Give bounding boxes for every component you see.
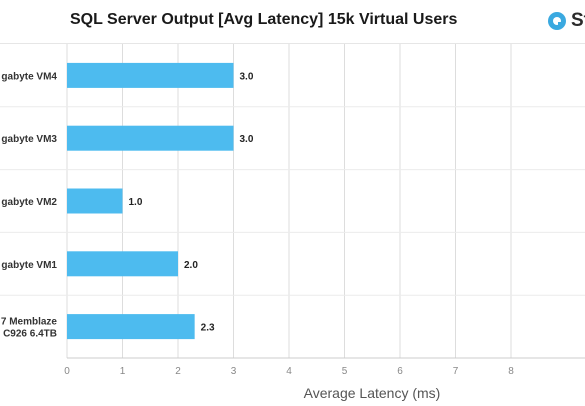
chart-title: SQL Server Output [Avg Latency] 15k Virt…	[70, 11, 458, 28]
chart-header: SQL Server Output [Avg Latency] 15k Virt…	[0, 0, 585, 44]
x-tick-label: 1	[120, 366, 126, 377]
x-tick-label: 7	[453, 366, 459, 377]
logo-text: St	[571, 10, 585, 31]
data-label: 3.0	[240, 71, 254, 82]
category-label: gabyte VM2	[1, 197, 57, 208]
x-tick-label: 5	[342, 366, 348, 377]
data-label: 3.0	[240, 134, 254, 145]
category-label: 7 Memblaze C926 6.4TB	[1, 317, 58, 340]
data-label: 1.0	[129, 197, 143, 208]
storagereview-logo-icon	[548, 12, 566, 30]
x-tick-label: 8	[508, 366, 514, 377]
x-tick-label: 2	[175, 366, 181, 377]
category-label: gabyte VM4	[1, 71, 57, 82]
bar[interactable]	[67, 125, 234, 151]
x-axis-title: Average Latency (ms)	[304, 385, 441, 401]
bar[interactable]	[67, 251, 178, 277]
data-label: 2.0	[184, 260, 198, 271]
bar[interactable]	[67, 314, 195, 340]
category-label: gabyte VM1	[1, 260, 57, 271]
x-tick-label: 3	[231, 366, 237, 377]
x-tick-label: 6	[397, 366, 403, 377]
bar[interactable]	[67, 62, 234, 88]
data-label: 2.3	[201, 323, 215, 334]
brand-logo[interactable]: St	[547, 11, 585, 31]
x-tick-label: 4	[286, 366, 292, 377]
x-tick-label: 0	[64, 366, 70, 377]
category-label: gabyte VM3	[1, 134, 57, 145]
bar[interactable]	[67, 188, 123, 214]
